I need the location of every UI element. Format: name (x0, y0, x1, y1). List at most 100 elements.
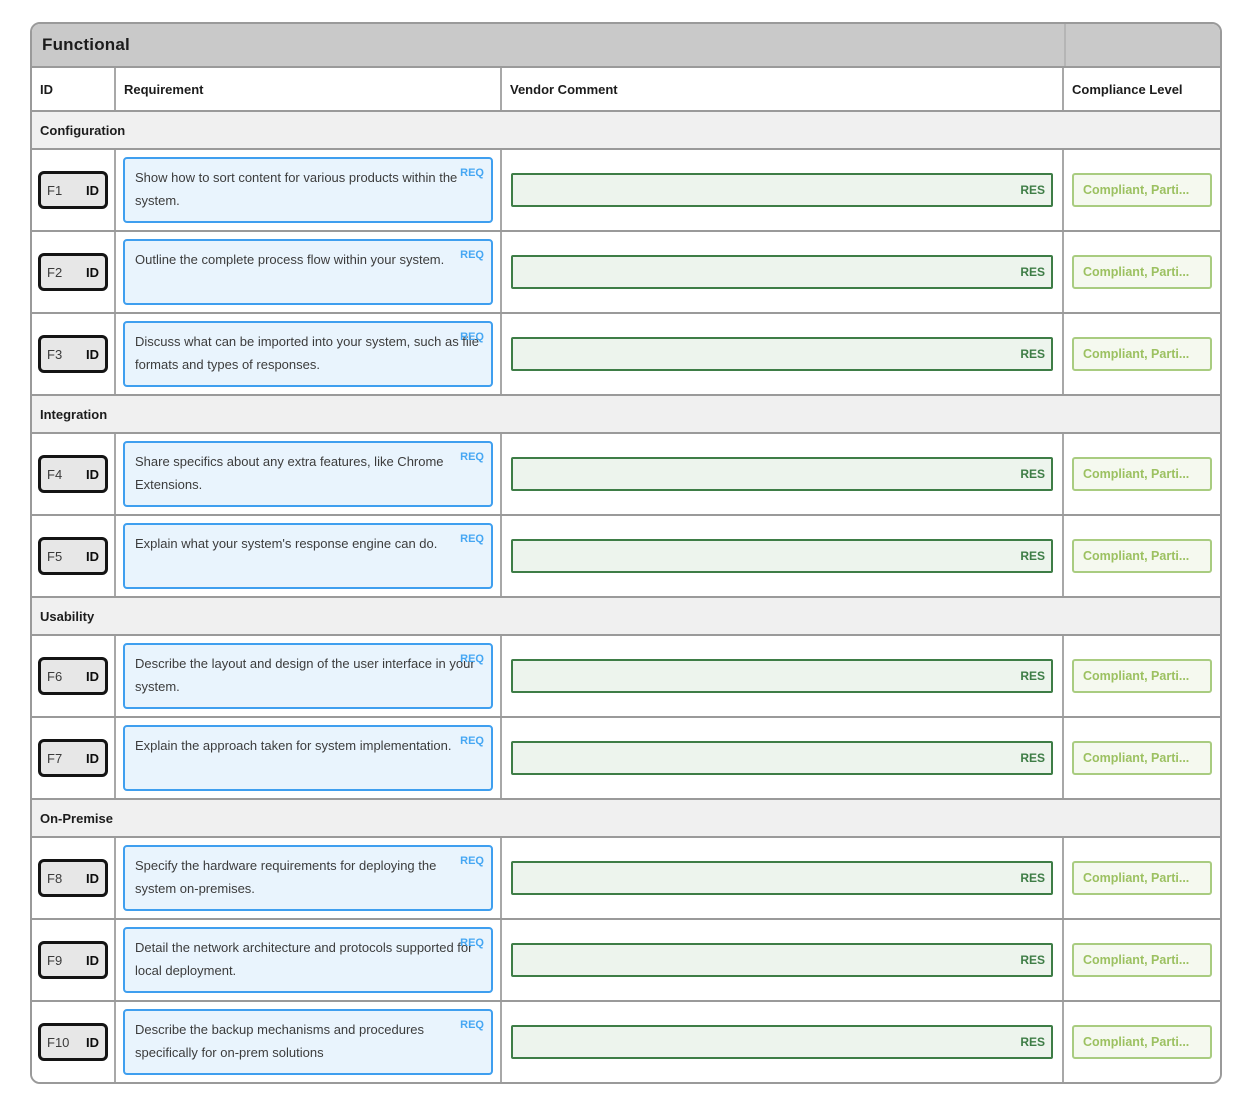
res-tag-label: RES (1020, 751, 1045, 765)
requirement-id: F3 (47, 346, 63, 362)
section-header-configuration: Configuration (32, 110, 1220, 148)
vendor-comment-input[interactable]: RES (511, 741, 1053, 775)
id-badge[interactable]: F4 ID (38, 455, 108, 493)
requirement-text: Explain what your system's response engi… (135, 536, 438, 551)
compliance-level-dropdown[interactable]: Compliant, Parti... (1072, 457, 1212, 491)
requirement-box[interactable]: Describe the backup mechanisms and proce… (123, 1009, 493, 1075)
requirement-cell: Specify the hardware requirements for de… (116, 838, 502, 918)
compliance-level-dropdown[interactable]: Compliant, Parti... (1072, 539, 1212, 573)
id-badge[interactable]: F2 ID (38, 253, 108, 291)
req-tag-label: REQ (460, 735, 484, 747)
requirement-row-f7: F7 ID Explain the approach taken for sys… (32, 716, 1220, 798)
id-tag-label: ID (86, 1034, 99, 1050)
req-tag-label: REQ (460, 331, 484, 343)
vendor-comment-cell: RES (502, 636, 1064, 716)
compliance-level-dropdown[interactable]: Compliant, Parti... (1072, 741, 1212, 775)
requirement-box[interactable]: Explain the approach taken for system im… (123, 725, 493, 791)
compliance-level-dropdown[interactable]: Compliant, Parti... (1072, 255, 1212, 289)
compliance-level-dropdown[interactable]: Compliant, Parti... (1072, 173, 1212, 207)
compliance-cell: Compliant, Parti... (1064, 314, 1220, 394)
compliance-cell: Compliant, Parti... (1064, 718, 1220, 798)
column-header-compliance-level: Compliance Level (1072, 81, 1183, 97)
requirement-cell: Describe the layout and design of the us… (116, 636, 502, 716)
vendor-comment-input[interactable]: RES (511, 943, 1053, 977)
req-tag-label: REQ (460, 653, 484, 665)
requirement-box[interactable]: Detail the network architecture and prot… (123, 927, 493, 993)
id-badge[interactable]: F9 ID (38, 941, 108, 979)
compliance-cell: Compliant, Parti... (1064, 1002, 1220, 1082)
req-tag-label: REQ (460, 167, 484, 179)
table-title: Functional (42, 35, 130, 54)
requirement-row-f9: F9 ID Detail the network architecture an… (32, 918, 1220, 1000)
compliance-level-dropdown[interactable]: Compliant, Parti... (1072, 337, 1212, 371)
requirement-box[interactable]: Discuss what can be imported into your s… (123, 321, 493, 387)
requirement-cell: Outline the complete process flow within… (116, 232, 502, 312)
requirement-box[interactable]: Show how to sort content for various pro… (123, 157, 493, 223)
compliance-cell: Compliant, Parti... (1064, 232, 1220, 312)
res-tag-label: RES (1020, 265, 1045, 279)
id-cell: F10 ID (32, 1002, 116, 1082)
id-badge[interactable]: F8 ID (38, 859, 108, 897)
id-badge[interactable]: F1 ID (38, 171, 108, 209)
requirement-box[interactable]: Specify the hardware requirements for de… (123, 845, 493, 911)
compliance-cell: Compliant, Parti... (1064, 516, 1220, 596)
id-badge[interactable]: F5 ID (38, 537, 108, 575)
requirement-row-f4: F4 ID Share specifics about any extra fe… (32, 432, 1220, 514)
res-tag-label: RES (1020, 953, 1045, 967)
vendor-comment-input[interactable]: RES (511, 173, 1053, 207)
id-badge[interactable]: F6 ID (38, 657, 108, 695)
id-cell: F8 ID (32, 838, 116, 918)
compliance-level-dropdown[interactable]: Compliant, Parti... (1072, 943, 1212, 977)
requirement-id: F1 (47, 182, 63, 198)
vendor-comment-input[interactable]: RES (511, 861, 1053, 895)
id-tag-label: ID (86, 466, 99, 482)
vendor-comment-input[interactable]: RES (511, 457, 1053, 491)
requirement-row-f2: F2 ID Outline the complete process flow … (32, 230, 1220, 312)
id-badge[interactable]: F10 ID (38, 1023, 108, 1061)
id-cell: F1 ID (32, 150, 116, 230)
compliance-level-dropdown[interactable]: Compliant, Parti... (1072, 861, 1212, 895)
column-header-id: ID (32, 68, 116, 110)
requirement-row-f5: F5 ID Explain what your system's respons… (32, 514, 1220, 596)
requirement-row-f8: F8 ID Specify the hardware requirements … (32, 836, 1220, 918)
requirement-id: F2 (47, 264, 63, 280)
vendor-comment-cell: RES (502, 232, 1064, 312)
requirement-row-f6: F6 ID Describe the layout and design of … (32, 634, 1220, 716)
requirement-row-f3: F3 ID Discuss what can be imported into … (32, 312, 1220, 394)
vendor-comment-input[interactable]: RES (511, 1025, 1053, 1059)
vendor-comment-input[interactable]: RES (511, 255, 1053, 289)
compliance-level-dropdown[interactable]: Compliant, Parti... (1072, 1025, 1212, 1059)
requirement-cell: Detail the network architecture and prot… (116, 920, 502, 1000)
column-header-vendor-comment: Vendor Comment (502, 68, 1064, 110)
requirement-box[interactable]: Outline the complete process flow within… (123, 239, 493, 305)
requirements-table: Functional ID Requirement Vendor Comment… (30, 22, 1222, 1084)
id-cell: F9 ID (32, 920, 116, 1000)
req-tag-label: REQ (460, 249, 484, 261)
compliance-level-dropdown[interactable]: Compliant, Parti... (1072, 659, 1212, 693)
id-cell: F3 ID (32, 314, 116, 394)
vendor-comment-cell: RES (502, 434, 1064, 514)
res-tag-label: RES (1020, 669, 1045, 683)
requirement-box[interactable]: Explain what your system's response engi… (123, 523, 493, 589)
requirement-box[interactable]: Describe the layout and design of the us… (123, 643, 493, 709)
id-cell: F7 ID (32, 718, 116, 798)
requirement-row-f1: F1 ID Show how to sort content for vario… (32, 148, 1220, 230)
id-cell: F4 ID (32, 434, 116, 514)
vendor-comment-cell: RES (502, 1002, 1064, 1082)
requirement-box[interactable]: Share specifics about any extra features… (123, 441, 493, 507)
vendor-comment-input[interactable]: RES (511, 337, 1053, 371)
table-body: Configuration F1 ID Show how to sort con… (32, 110, 1220, 1082)
req-tag-label: REQ (460, 451, 484, 463)
vendor-comment-input[interactable]: RES (511, 659, 1053, 693)
id-badge[interactable]: F3 ID (38, 335, 108, 373)
section-header-usability: Usability (32, 596, 1220, 634)
id-badge[interactable]: F7 ID (38, 739, 108, 777)
id-tag-label: ID (86, 870, 99, 886)
requirement-text: Describe the layout and design of the us… (135, 656, 475, 694)
requirement-cell: Show how to sort content for various pro… (116, 150, 502, 230)
vendor-comment-input[interactable]: RES (511, 539, 1053, 573)
req-tag-label: REQ (460, 855, 484, 867)
vendor-comment-cell: RES (502, 516, 1064, 596)
vendor-comment-cell: RES (502, 920, 1064, 1000)
